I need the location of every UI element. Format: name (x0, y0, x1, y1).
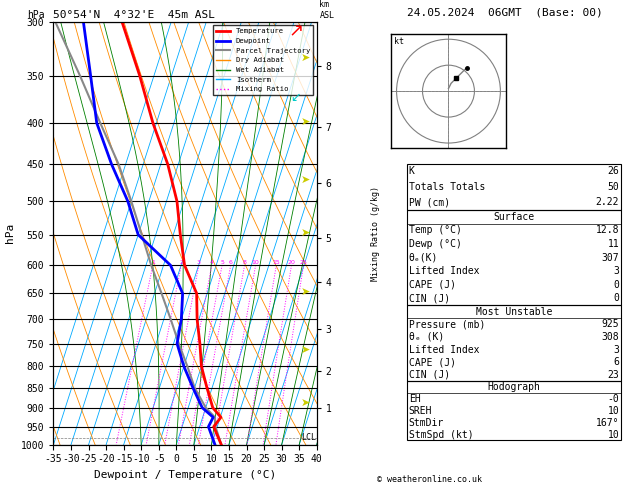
Text: Lifted Index: Lifted Index (409, 266, 479, 276)
Text: 3: 3 (613, 266, 619, 276)
Text: ➤: ➤ (301, 117, 309, 126)
Text: © weatheronline.co.uk: © weatheronline.co.uk (377, 474, 482, 484)
Text: SREH: SREH (409, 406, 432, 416)
Text: 10: 10 (608, 430, 619, 439)
Text: kt: kt (394, 36, 404, 46)
Text: 0: 0 (613, 280, 619, 290)
Text: 12.8: 12.8 (596, 226, 619, 235)
Text: Dewp (°C): Dewp (°C) (409, 239, 462, 249)
Text: CAPE (J): CAPE (J) (409, 357, 456, 367)
Text: CAPE (J): CAPE (J) (409, 280, 456, 290)
Text: 25: 25 (299, 260, 308, 265)
Text: 11: 11 (608, 239, 619, 249)
Text: θₑ (K): θₑ (K) (409, 332, 444, 342)
Bar (406, 210, 621, 305)
Text: 26: 26 (608, 166, 619, 176)
Bar (406, 305, 621, 382)
Text: 4: 4 (209, 260, 214, 265)
Text: 1: 1 (151, 260, 155, 265)
Text: Temp (°C): Temp (°C) (409, 226, 462, 235)
Text: 0: 0 (613, 294, 619, 303)
Y-axis label: hPa: hPa (6, 223, 15, 243)
Text: K: K (409, 166, 415, 176)
Text: km
ASL: km ASL (320, 0, 335, 20)
Text: 50°54'N  4°32'E  45m ASL: 50°54'N 4°32'E 45m ASL (53, 10, 216, 20)
Text: Hodograph: Hodograph (487, 382, 540, 392)
Text: StmSpd (kt): StmSpd (kt) (409, 430, 474, 439)
Text: 8: 8 (243, 260, 247, 265)
Text: 10: 10 (252, 260, 260, 265)
Text: ↙: ↙ (291, 91, 301, 104)
Text: θₑ(K): θₑ(K) (409, 253, 438, 262)
Text: ➤: ➤ (301, 345, 309, 355)
Text: 167°: 167° (596, 417, 619, 428)
Text: Surface: Surface (493, 212, 535, 222)
Text: 307: 307 (601, 253, 619, 262)
Text: -0: -0 (608, 394, 619, 404)
Text: ➤: ➤ (301, 399, 309, 408)
Text: ↗: ↗ (288, 22, 303, 41)
Text: Totals Totals: Totals Totals (409, 182, 485, 192)
Text: 925: 925 (601, 319, 619, 329)
Text: ➤: ➤ (301, 228, 309, 238)
Text: ➤: ➤ (301, 53, 309, 63)
Text: 6: 6 (613, 357, 619, 367)
Y-axis label: Mixing Ratio (g/kg): Mixing Ratio (g/kg) (370, 186, 379, 281)
Text: PW (cm): PW (cm) (409, 197, 450, 207)
Text: StmDir: StmDir (409, 417, 444, 428)
Text: 20: 20 (287, 260, 296, 265)
Text: 2.22: 2.22 (596, 197, 619, 207)
Text: ➤: ➤ (301, 175, 309, 185)
Text: Most Unstable: Most Unstable (476, 307, 552, 316)
Text: EH: EH (409, 394, 421, 404)
Text: LCL: LCL (301, 433, 316, 442)
Text: 10: 10 (608, 406, 619, 416)
Text: 3: 3 (197, 260, 201, 265)
X-axis label: Dewpoint / Temperature (°C): Dewpoint / Temperature (°C) (94, 470, 276, 480)
Text: 50: 50 (608, 182, 619, 192)
Text: 6: 6 (229, 260, 233, 265)
Text: 15: 15 (272, 260, 280, 265)
Text: CIN (J): CIN (J) (409, 370, 450, 380)
Bar (406, 163, 621, 210)
Text: 5: 5 (220, 260, 224, 265)
Text: 24.05.2024  06GMT  (Base: 00): 24.05.2024 06GMT (Base: 00) (406, 8, 602, 17)
Legend: Temperature, Dewpoint, Parcel Trajectory, Dry Adiabat, Wet Adiabat, Isotherm, Mi: Temperature, Dewpoint, Parcel Trajectory… (213, 25, 313, 95)
Text: 23: 23 (608, 370, 619, 380)
Text: CIN (J): CIN (J) (409, 294, 450, 303)
Text: Pressure (mb): Pressure (mb) (409, 319, 485, 329)
Text: hPa: hPa (27, 10, 45, 20)
Text: 2: 2 (179, 260, 183, 265)
Text: ➤: ➤ (301, 287, 309, 296)
Bar (406, 382, 621, 440)
Text: 308: 308 (601, 332, 619, 342)
Text: 3: 3 (613, 345, 619, 355)
Text: Lifted Index: Lifted Index (409, 345, 479, 355)
